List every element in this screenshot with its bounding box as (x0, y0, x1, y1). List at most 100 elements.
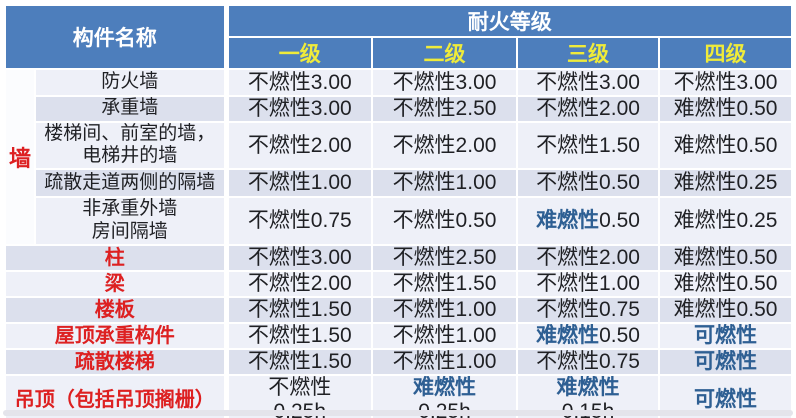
combustibility-highlight: 难燃性 (536, 209, 600, 233)
rating-text: 不燃性0.75 (536, 298, 640, 322)
rating-cell-grade-1: 不燃性1.50 (223, 296, 373, 325)
rating-text: 不燃性2.00 (536, 97, 640, 120)
rating-cell-grade-3: 难燃性0.50 (516, 196, 660, 247)
rating-text: 难燃性0.25 (673, 209, 778, 233)
rating-cell-grade-1: 不燃性3.00 (223, 244, 373, 273)
rating-text: 不燃性1.50 (247, 298, 352, 322)
header-grade-4: 四级 (658, 36, 793, 70)
rating-text: 不燃性1.00 (392, 324, 497, 348)
rating-text: 难燃性0.50 (673, 246, 778, 270)
rating-text: 不燃性3.00 (536, 70, 640, 94)
rating-cell-grade-2: 不燃性2.00 (371, 120, 518, 171)
rating-cell-grade-2: 不燃性1.50 (371, 270, 518, 299)
rating-cell-grade-4: 可燃性 (658, 348, 793, 377)
rating-text: 难燃性0.50 (673, 133, 778, 157)
table-row: 疏散走道两侧的隔墙 不燃性1.00 不燃性1.00 不燃性0.50 难燃性0.25 (5, 168, 793, 199)
table-row: 柱不燃性3.00 不燃性2.50 不燃性2.00 难燃性0.50 (4, 244, 793, 273)
rating-text: 不燃性1.50 (536, 133, 640, 157)
combustibility-highlight: 难燃性 (536, 324, 600, 348)
rating-cell-grade-3: 不燃性1.50 (516, 120, 660, 171)
rating-text: 不燃性2.00 (247, 133, 352, 157)
rating-cell-grade-3: 不燃性3.00 (516, 68, 660, 97)
component-name-cell: 楼板 (4, 296, 227, 325)
rating-cell-grade-2: 不燃性1.00 (371, 168, 518, 199)
combustibility-highlight: 可燃性 (694, 387, 757, 411)
rating-cell-grade-2: 不燃性2.50 (371, 244, 518, 273)
table-row: 屋顶承重构件 不燃性1.50 不燃性1.00 难燃性0.50 可燃性 (4, 322, 793, 351)
component-name-cell: 梁 (4, 270, 227, 299)
rating-cell-grade-1: 不燃性1.50 (223, 322, 373, 351)
rating-cell-grade-1: 不燃性0.75 (223, 196, 373, 247)
rating-cell-grade-2: 不燃性1.00 (371, 322, 518, 351)
header-row-grades: 一级 二级 三级 四级 (5, 36, 793, 70)
rating-cell-grade-4: 难燃性0.50 (658, 120, 793, 171)
rating-text: 不燃性1.50 (247, 324, 352, 348)
table-row: 楼板 不燃性1.50 不燃性1.00 不燃性0.75 难燃性0.50 (4, 296, 793, 325)
rating-text: 难燃性0.50 (673, 298, 778, 322)
rating-cell-grade-3: 不燃性0.50 (516, 168, 660, 199)
combustibility-highlight: 可燃性 (694, 324, 757, 348)
rating-cell-grade-1: 不燃性3.00 (223, 95, 373, 123)
rating-cell-grade-4: 难燃性0.50 (658, 244, 793, 273)
rating-cell-grade-4: 难燃性0.50 (658, 95, 793, 123)
rating-cell-grade-2: 不燃性1.00 (371, 296, 518, 325)
component-name-cell: 疏散走道两侧的隔墙 (34, 168, 227, 199)
table-row: 疏散楼梯 不燃性1.50 不燃性1.00 不燃性0.75 可燃性 (4, 348, 793, 377)
rating-cell-grade-2: 不燃性3.00 (371, 68, 518, 97)
rating-text: 不燃性1.00 (392, 298, 497, 322)
rating-cell-grade-3: 难燃性0.50 (516, 322, 660, 351)
rating-text: 不燃性3.00 (247, 70, 352, 94)
rating-text: 不燃性1.50 (247, 350, 352, 374)
rating-cell-grade-2: 不燃性1.00 (371, 348, 518, 377)
rating-text: 不燃性1.00 (536, 272, 640, 296)
component-name-cell: 楼梯间、前室的墙， 电梯井的墙 (34, 120, 227, 171)
component-name-cell: 承重墙 (34, 95, 227, 123)
rating-cell-grade-3: 不燃性2.00 (516, 95, 660, 123)
rating-text: 不燃性0.50 (536, 171, 640, 195)
rating-cell-grade-4: 可燃性 (658, 322, 793, 351)
rating-cell-grade-4: 难燃性0.50 (658, 296, 793, 325)
combustibility-highlight: 难燃性 (413, 376, 476, 400)
rating-text: 0.50 (599, 209, 640, 233)
rating-text: 不燃性0.50 (392, 209, 497, 233)
rating-cell-grade-1: 不燃性1.00 (223, 168, 373, 199)
bottom-edge-strip (3, 410, 793, 416)
header-grade-2: 二级 (371, 36, 518, 70)
rating-text: 不燃性2.00 (392, 133, 497, 157)
rating-cell-grade-1: 不燃性2.00 (223, 270, 373, 299)
rating-cell-grade-1: 不燃性2.00 (223, 120, 373, 171)
rating-text: 不燃性2.50 (392, 97, 497, 120)
rating-cell-grade-4: 难燃性0.25 (658, 196, 793, 247)
rating-text: 不燃性0.75 (247, 209, 352, 233)
rating-text: 难燃性0.50 (673, 272, 778, 296)
rating-cell-grade-2: 不燃性2.50 (371, 95, 518, 123)
rating-text: 不燃性1.50 (392, 272, 497, 296)
fire-resistance-table: 构件名称 耐火等级 一级 二级 三级 四级 墙防火墙 不燃性3.00 不燃性3.00 不燃性… (4, 4, 793, 418)
table-row: 承重墙 不燃性3.00 不燃性2.50 不燃性2.00 难燃性0.50 (5, 95, 793, 123)
component-name-cell: 屋顶承重构件 (4, 322, 227, 351)
table-row: 非承重外墙 房间隔墙 不燃性0.75 不燃性0.50 难燃性0.50 难燃性0.25 (5, 196, 793, 247)
header-grade-1: 一级 (223, 36, 373, 70)
rating-text: 不燃性2.50 (392, 246, 497, 270)
rating-cell-grade-4: 难燃性0.50 (658, 270, 793, 299)
rating-cell-grade-2: 不燃性0.50 (371, 196, 518, 247)
rating-cell-grade-3: 不燃性2.00 (516, 244, 660, 273)
table-row: 楼梯间、前室的墙， 电梯井的墙 不燃性2.00 不燃性2.00 不燃性1.50 难燃性0.… (5, 120, 793, 171)
rating-text: 不燃性3.00 (247, 97, 352, 120)
rating-text: 不燃性1.00 (247, 171, 352, 195)
rating-cell-grade-4: 可燃性 (658, 374, 793, 418)
rating-cell-grade-4: 不燃性3.00 (658, 68, 793, 97)
rating-text: 0.50 (599, 324, 640, 348)
table-row: 墙防火墙 不燃性3.00 不燃性3.00 不燃性3.00 不燃性3.00 (4, 67, 793, 247)
rating-cell-grade-3: 不燃性1.00 (516, 270, 660, 299)
rating-text: 不燃性0.75 (536, 350, 640, 374)
rating-text: 不燃性 (268, 376, 332, 400)
table-row: 梁不燃性2.00 不燃性1.50 不燃性1.00 难燃性0.50 (4, 270, 793, 299)
rating-cell-grade-3: 不燃性0.75 (516, 348, 660, 377)
header-row-group: 构件名称 耐火等级 (4, 4, 793, 70)
wall-group-label: 墙 (4, 67, 36, 247)
rating-text: 不燃性2.00 (536, 246, 640, 270)
rating-text: 不燃性1.00 (392, 171, 497, 195)
rating-text: 难燃性0.50 (673, 97, 778, 120)
